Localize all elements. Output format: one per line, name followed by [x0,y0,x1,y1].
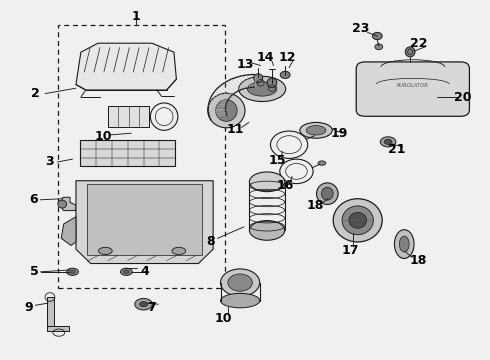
Ellipse shape [318,161,326,165]
Ellipse shape [220,293,260,308]
Ellipse shape [254,74,263,82]
Ellipse shape [239,76,286,102]
Ellipse shape [123,270,129,274]
Ellipse shape [247,82,277,96]
Text: 2: 2 [31,87,40,100]
Text: 8: 8 [206,235,215,248]
Text: 20: 20 [454,91,472,104]
Text: 18: 18 [306,199,324,212]
Ellipse shape [249,172,285,192]
Text: 12: 12 [279,51,296,64]
Ellipse shape [70,270,75,274]
Text: 7: 7 [147,301,156,314]
Polygon shape [47,297,54,326]
Ellipse shape [372,32,382,40]
Ellipse shape [121,268,132,275]
Polygon shape [62,197,76,211]
Text: 16: 16 [276,179,294,192]
Polygon shape [61,217,76,246]
Ellipse shape [208,93,245,128]
Ellipse shape [267,78,277,87]
Polygon shape [76,43,176,90]
Ellipse shape [140,302,147,307]
Ellipse shape [172,247,186,255]
Text: 13: 13 [236,58,254,71]
Ellipse shape [317,183,338,204]
Ellipse shape [342,206,373,235]
Ellipse shape [333,199,382,242]
Ellipse shape [394,230,414,258]
Text: 17: 17 [341,244,359,257]
Ellipse shape [306,126,326,135]
Ellipse shape [321,187,333,200]
Text: 3: 3 [45,156,53,168]
Text: 14: 14 [256,51,274,64]
Text: 22: 22 [410,37,428,50]
Polygon shape [76,181,213,264]
FancyBboxPatch shape [356,62,469,116]
Ellipse shape [98,247,112,255]
Ellipse shape [384,139,392,144]
Ellipse shape [249,221,285,240]
Text: 10: 10 [214,312,232,325]
Ellipse shape [380,137,396,147]
Ellipse shape [300,122,332,138]
Text: 10: 10 [94,130,112,143]
Ellipse shape [349,212,367,228]
Polygon shape [108,106,149,127]
Text: 21: 21 [388,143,406,156]
Text: 19: 19 [331,127,348,140]
Ellipse shape [228,274,252,291]
Polygon shape [47,326,69,331]
Ellipse shape [375,44,383,50]
Text: 1: 1 [132,10,141,23]
Ellipse shape [67,268,78,275]
Ellipse shape [405,47,415,57]
Ellipse shape [280,71,290,78]
Text: PUROLATOR: PUROLATOR [397,83,429,88]
Text: 15: 15 [268,154,286,167]
Text: 18: 18 [409,255,427,267]
Text: 9: 9 [24,301,33,314]
Text: 11: 11 [226,123,244,136]
Ellipse shape [220,269,260,296]
Polygon shape [80,140,175,166]
Ellipse shape [135,298,152,310]
Text: 6: 6 [29,193,38,206]
Text: 4: 4 [140,265,149,278]
Text: 5: 5 [30,265,39,278]
Text: 23: 23 [352,22,370,35]
Ellipse shape [216,100,237,121]
Ellipse shape [312,132,321,137]
Polygon shape [87,184,202,255]
Ellipse shape [58,200,67,208]
Ellipse shape [399,236,409,252]
